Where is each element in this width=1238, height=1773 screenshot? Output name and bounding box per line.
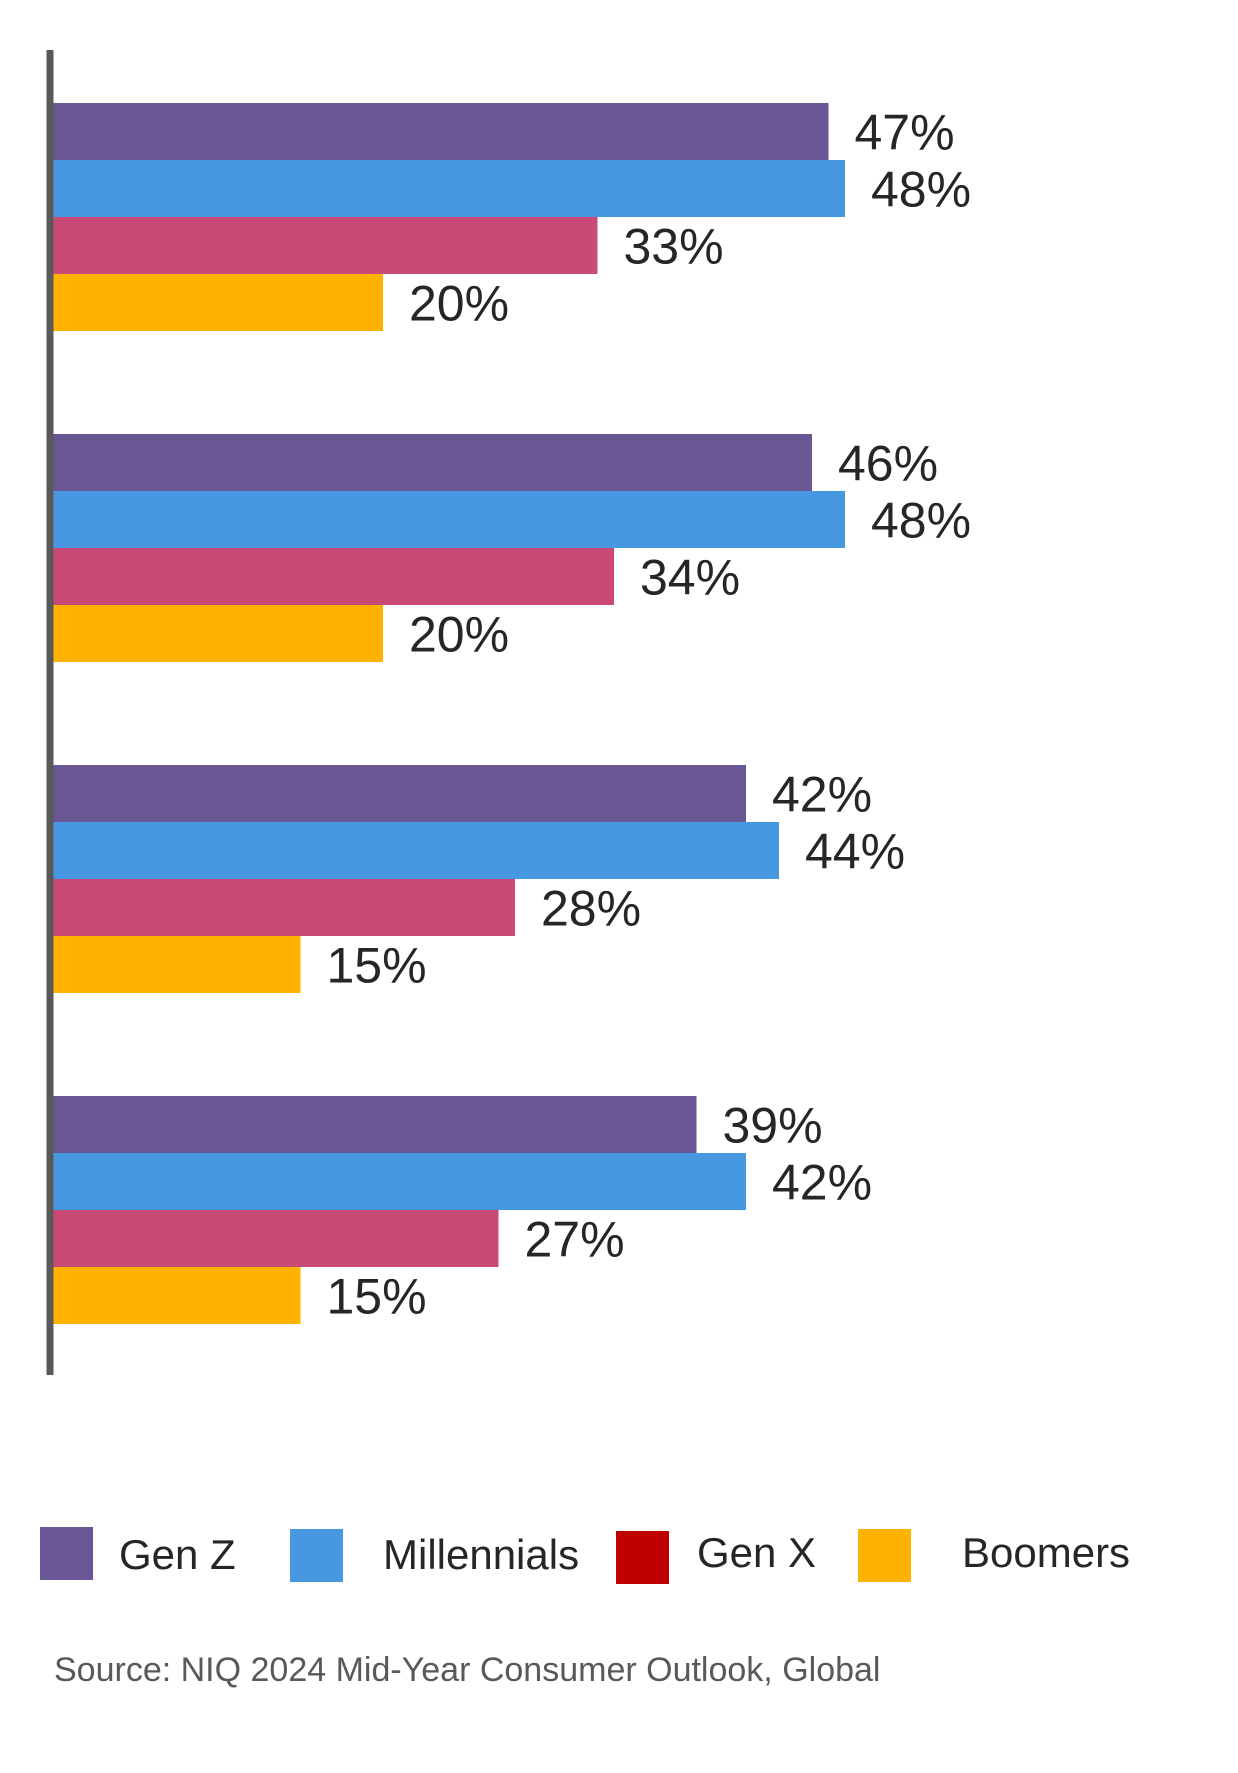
bar-gen-z-group-3	[53, 765, 746, 822]
bar-millennials-group-1	[53, 160, 845, 217]
value-label: 42%	[772, 1155, 872, 1211]
value-label: 33%	[624, 219, 724, 275]
bar-gen-x-group-2	[53, 548, 614, 605]
value-label: 39%	[723, 1098, 823, 1154]
bar-boomers-group-3	[53, 936, 301, 993]
bar-millennials-group-4	[53, 1153, 746, 1210]
value-label: 42%	[772, 767, 872, 823]
legend-label-gen-x: Gen X	[697, 1529, 816, 1576]
bar-boomers-group-4	[53, 1267, 301, 1324]
value-label: 48%	[871, 493, 971, 549]
value-label: 46%	[838, 436, 938, 492]
legend-swatch-gen-z	[40, 1527, 93, 1580]
bar-millennials-group-3	[53, 822, 779, 879]
bar-boomers-group-1	[53, 274, 383, 331]
bar-gen-z-group-1	[53, 103, 829, 160]
value-label: 48%	[871, 162, 971, 218]
value-label: 27%	[525, 1212, 625, 1268]
value-label: 47%	[855, 105, 955, 161]
bar-boomers-group-2	[53, 605, 383, 662]
bar-millennials-group-2	[53, 491, 845, 548]
legend-label-gen-z: Gen Z	[119, 1531, 236, 1578]
legend-swatch-gen-x	[616, 1531, 669, 1584]
value-label: 20%	[409, 276, 509, 332]
value-label: 15%	[327, 1269, 427, 1325]
bar-gen-x-group-3	[53, 879, 515, 936]
value-label: 20%	[409, 607, 509, 663]
value-label: 28%	[541, 881, 641, 937]
bars-layer	[53, 103, 845, 1324]
value-label: 44%	[805, 824, 905, 880]
legend-label-boomers: Boomers	[962, 1529, 1130, 1576]
bar-gen-x-group-1	[53, 217, 598, 274]
value-label: 34%	[640, 550, 740, 606]
legend-swatch-millennials	[290, 1529, 343, 1582]
legend: Gen Z Millennials Gen X Boomers	[40, 1527, 1130, 1584]
legend-swatch-boomers	[858, 1529, 911, 1582]
source-note: Source: NIQ 2024 Mid-Year Consumer Outlo…	[54, 1651, 880, 1689]
value-label: 15%	[327, 938, 427, 994]
value-labels-layer: 47%48%33%20%46%48%34%20%42%44%28%15%39%4…	[327, 105, 972, 1325]
bar-gen-z-group-4	[53, 1096, 697, 1153]
bar-gen-z-group-2	[53, 434, 812, 491]
legend-label-millennials: Millennials	[383, 1531, 579, 1578]
bar-gen-x-group-4	[53, 1210, 499, 1267]
